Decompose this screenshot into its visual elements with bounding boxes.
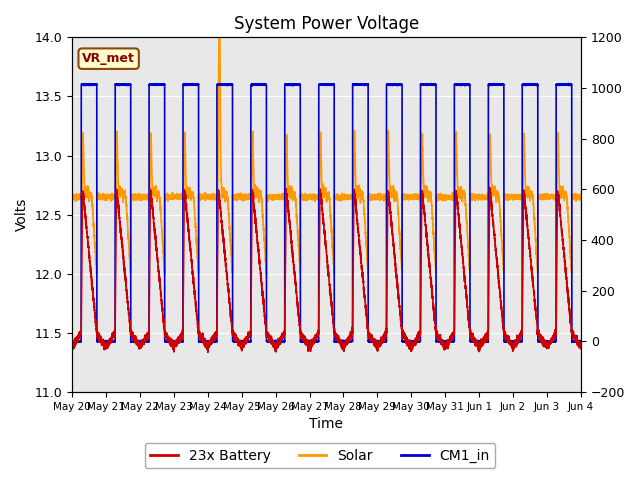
Text: VR_met: VR_met [82, 52, 135, 65]
Y-axis label: Volts: Volts [15, 198, 29, 231]
X-axis label: Time: Time [310, 418, 344, 432]
Legend: 23x Battery, Solar, CM1_in: 23x Battery, Solar, CM1_in [145, 443, 495, 468]
Title: System Power Voltage: System Power Voltage [234, 15, 419, 33]
